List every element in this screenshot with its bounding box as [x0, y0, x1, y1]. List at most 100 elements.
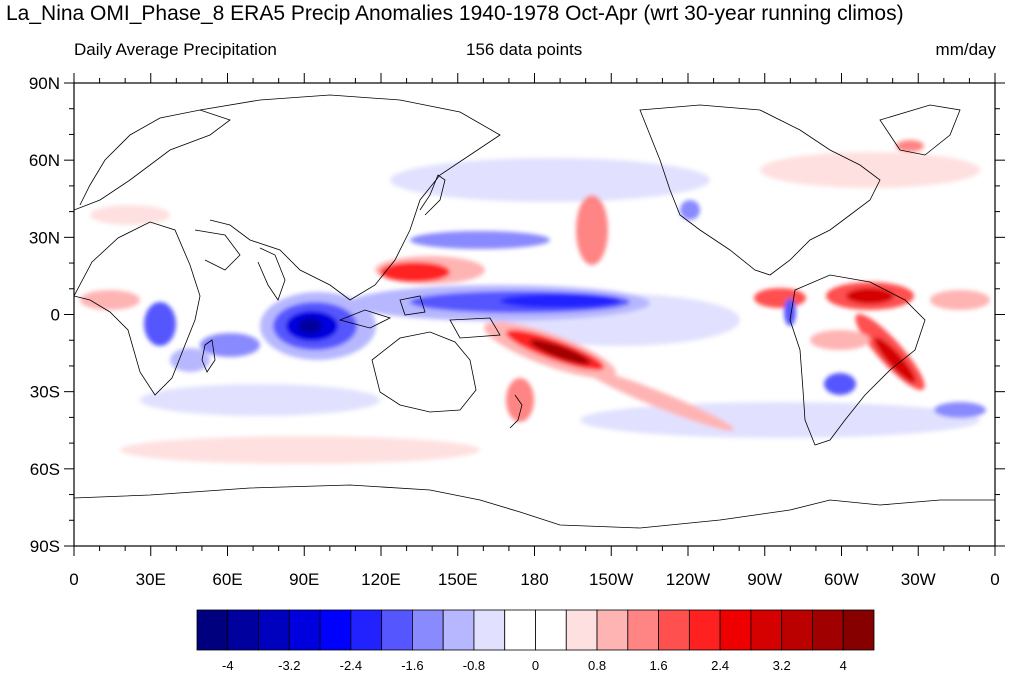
colorbar: -4 -3.2 -2.4 -1.6 -0.8 0 0.8 1.6 2.4 3.2 4 — [196, 609, 875, 673]
colorbar-swatch — [442, 609, 475, 651]
units-label: mm/day — [935, 40, 996, 59]
anomaly-nw-pacific-neg — [410, 231, 550, 249]
lon-tick-label: 30E — [136, 570, 166, 589]
anomaly-southern-ocean-weak-pos — [120, 436, 480, 464]
colorbar-swatch — [288, 609, 321, 651]
colorbar-label: 1.6 — [650, 658, 668, 673]
lon-tick-label: 120W — [666, 570, 710, 589]
lon-tick-label: 150W — [589, 570, 633, 589]
anomaly-nw-pacific-weak-neg — [390, 158, 710, 202]
anomaly-east-africa-neg — [144, 302, 176, 346]
new-zealand-coastline — [509, 394, 523, 429]
colorbar-swatch — [381, 609, 413, 651]
colorbar-swatch — [750, 609, 783, 651]
anomaly-s-pacific-weak-neg — [580, 402, 980, 438]
anomaly-n-pacific-pos — [576, 195, 608, 265]
colorbar-swatch — [627, 609, 659, 651]
colorbar-label: -2.4 — [340, 658, 362, 673]
anomaly-e-pacific-neg — [784, 298, 796, 326]
colorbar-label: -1.6 — [401, 658, 423, 673]
lon-tick-label: 180 — [520, 570, 548, 589]
lat-tick-label: 30S — [30, 383, 60, 402]
colorbar-swatch — [842, 609, 875, 651]
anomaly-madagascar-neg — [200, 333, 260, 357]
lat-tick-label: 0 — [51, 306, 60, 325]
colorbar-label: 3.2 — [773, 658, 791, 673]
latitude-axis: 90N 60N 30N 0 30S 60S 90S — [29, 74, 1005, 556]
anomaly-greenland-pos — [896, 140, 924, 152]
borneo-coastline — [399, 295, 426, 316]
anomaly-philippine-sea-pos-core — [380, 262, 450, 282]
lat-tick-label: 60N — [29, 151, 60, 170]
anomaly-amazon-pos — [810, 330, 870, 350]
anomaly-nz-pos — [506, 378, 534, 422]
longitude-axis: 0 30E 60E 90E 120E 150E 180 150W 120W 90W 60W 30W 0 — [69, 73, 1000, 589]
figure-title: La_Nina OMI_Phase_8 ERA5 Precip Anomalie… — [6, 2, 904, 25]
coastlines — [74, 94, 995, 529]
asia-coastline — [199, 94, 501, 301]
colorbar-label: 2.4 — [711, 658, 729, 673]
australia-coastline — [371, 331, 477, 413]
colorbar-swatch — [350, 609, 383, 651]
south-america-coastline — [789, 274, 926, 446]
anomaly-se-south-america-neg — [824, 373, 856, 395]
left-subtitle: Daily Average Precipitation — [74, 40, 277, 59]
lon-tick-label: 90E — [289, 570, 319, 589]
anomaly-s-pacific-pos-band — [585, 369, 735, 431]
anomaly-field — [74, 94, 995, 529]
lon-tick-label: 150E — [438, 570, 478, 589]
anomaly-n-south-america-pos-core — [846, 288, 894, 304]
anomaly-n-atlantic-weak-pos — [760, 152, 980, 188]
colorbar-label: 4 — [840, 658, 847, 673]
colorbar-swatch — [719, 609, 752, 651]
colorbar-label: -0.8 — [463, 658, 485, 673]
greenland-coastline — [879, 104, 961, 156]
colorbar-swatch — [781, 609, 813, 651]
lon-tick-label: 90W — [747, 570, 782, 589]
antarctica-coastline — [74, 484, 995, 529]
lat-tick-label: 60S — [30, 460, 60, 479]
anomaly-s-atlantic-neg — [934, 402, 986, 418]
colorbar-label: -4 — [222, 658, 234, 673]
anomaly-brazil-pos-core — [874, 337, 916, 383]
lat-tick-label: 90N — [29, 74, 60, 93]
colorbar-label: 0 — [532, 658, 539, 673]
madagascar-coastline — [201, 339, 216, 373]
north-america-coastline — [639, 104, 881, 276]
anomaly-spcz-pos-core — [529, 339, 591, 365]
anomaly-mediterranean-pos — [90, 205, 170, 225]
new-guinea-coastline — [449, 317, 501, 339]
anomaly-central-america-pos — [754, 288, 806, 308]
lat-tick-label: 90S — [30, 537, 60, 556]
colorbar-swatch — [504, 609, 536, 651]
lon-tick-label: 60E — [212, 570, 242, 589]
europe-coastline — [74, 109, 231, 211]
anomaly-atlantic-itcz-pos — [930, 290, 990, 310]
colorbar-label: -3.2 — [278, 658, 300, 673]
africa-coastline — [74, 221, 201, 396]
center-subtitle: 156 data points — [466, 40, 583, 59]
colorbar-swatch — [812, 609, 844, 651]
colorbar-swatch — [319, 609, 352, 651]
anomaly-indian-ocean-neg-peak — [298, 318, 322, 334]
colorbar-swatch — [473, 609, 506, 651]
anomaly-w-africa-pos — [80, 290, 140, 310]
colorbar-swatch — [412, 609, 444, 651]
colorbar-swatch — [535, 609, 567, 651]
anomaly-s-indian-weak-neg — [140, 384, 380, 416]
colorbar-swatch — [196, 609, 229, 651]
lon-tick-label: 60W — [824, 570, 859, 589]
colorbar-swatch — [596, 609, 629, 651]
lon-tick-label: 30W — [901, 570, 936, 589]
colorbar-swatch — [688, 609, 721, 651]
lon-tick-label: 0 — [69, 570, 78, 589]
lat-tick-label: 30N — [29, 228, 60, 247]
colorbar-label: 0.8 — [588, 658, 606, 673]
anomaly-mozambique-neg — [170, 348, 210, 372]
colorbar-swatch — [227, 609, 259, 651]
indonesia-coastline — [338, 309, 392, 329]
india-coastline — [257, 247, 286, 301]
lon-tick-label: 0 — [990, 570, 999, 589]
arabia-coastline — [194, 229, 241, 271]
